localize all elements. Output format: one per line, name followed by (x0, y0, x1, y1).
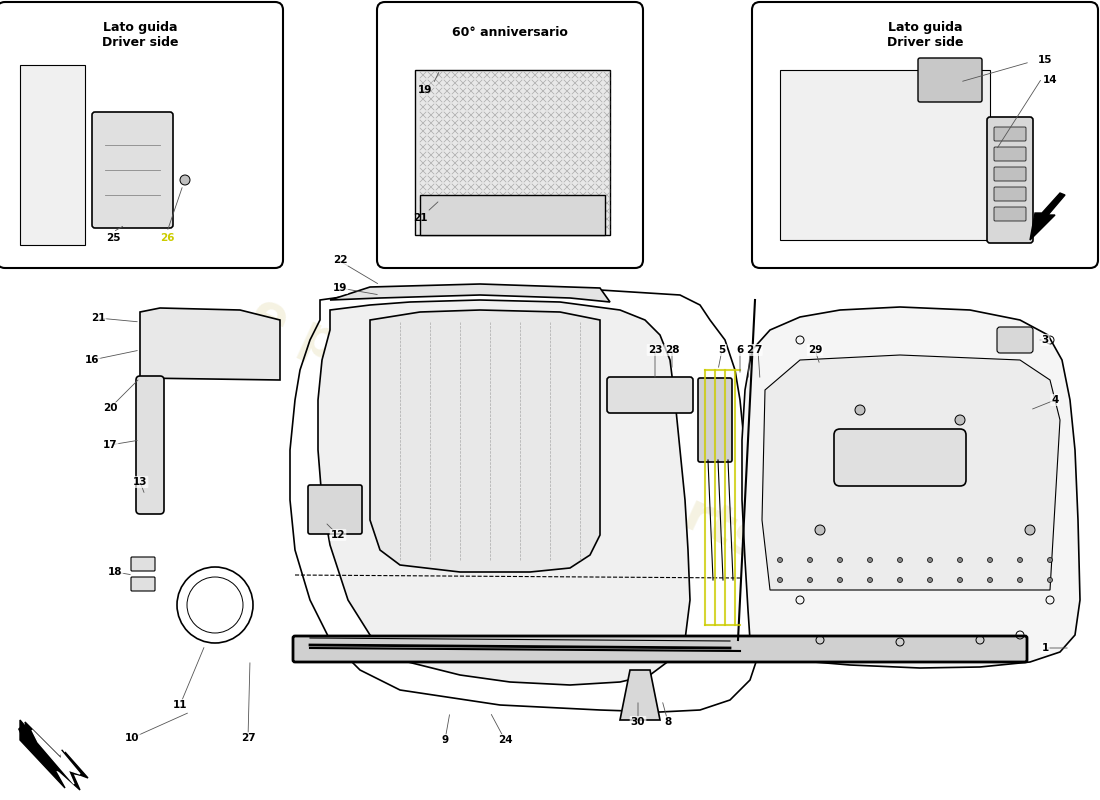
Text: 10: 10 (124, 733, 140, 743)
Circle shape (957, 558, 962, 562)
FancyBboxPatch shape (377, 2, 644, 268)
Text: 29: 29 (807, 345, 822, 355)
Text: 5: 5 (718, 345, 726, 355)
FancyBboxPatch shape (997, 327, 1033, 353)
Circle shape (855, 405, 865, 415)
Text: 21: 21 (412, 213, 427, 223)
Text: 19: 19 (418, 85, 432, 95)
Polygon shape (32, 730, 80, 784)
FancyBboxPatch shape (698, 378, 732, 462)
FancyBboxPatch shape (918, 58, 982, 102)
Text: 21: 21 (90, 313, 106, 323)
Text: la passion
for parts: la passion for parts (415, 472, 626, 628)
Circle shape (837, 558, 843, 562)
Circle shape (807, 558, 813, 562)
Circle shape (1047, 558, 1053, 562)
Circle shape (815, 525, 825, 535)
Text: 18: 18 (108, 567, 122, 577)
Text: 30: 30 (630, 717, 646, 727)
Text: Lato guida: Lato guida (888, 22, 962, 34)
FancyBboxPatch shape (834, 429, 966, 486)
Text: 1: 1 (1042, 643, 1048, 653)
Text: 11: 11 (173, 700, 187, 710)
FancyBboxPatch shape (131, 577, 155, 591)
FancyBboxPatch shape (308, 485, 362, 534)
Circle shape (180, 175, 190, 185)
Circle shape (957, 578, 962, 582)
Circle shape (1018, 558, 1023, 562)
Text: 7: 7 (755, 345, 761, 355)
FancyBboxPatch shape (752, 2, 1098, 268)
Text: 15: 15 (1037, 55, 1053, 65)
Polygon shape (20, 720, 80, 788)
Text: 17: 17 (102, 440, 118, 450)
Text: 25: 25 (106, 233, 120, 243)
Text: 16: 16 (85, 355, 99, 365)
Text: 13: 13 (133, 477, 147, 487)
FancyBboxPatch shape (293, 636, 1027, 662)
FancyBboxPatch shape (994, 167, 1026, 181)
Text: 60° anniversario: 60° anniversario (452, 26, 568, 38)
FancyBboxPatch shape (136, 376, 164, 514)
Text: 24: 24 (497, 735, 513, 745)
Polygon shape (330, 284, 610, 302)
Text: 28: 28 (664, 345, 680, 355)
Text: passion
e passion for parts: passion e passion for parts (243, 231, 798, 569)
Polygon shape (780, 70, 990, 240)
Circle shape (988, 578, 992, 582)
Circle shape (868, 558, 872, 562)
Circle shape (1047, 578, 1053, 582)
Text: Lato guida: Lato guida (102, 22, 177, 34)
FancyBboxPatch shape (994, 187, 1026, 201)
Text: 14: 14 (1043, 75, 1057, 85)
Polygon shape (762, 355, 1060, 590)
Circle shape (927, 558, 933, 562)
Circle shape (778, 578, 782, 582)
Circle shape (807, 578, 813, 582)
FancyBboxPatch shape (607, 377, 693, 413)
Circle shape (837, 578, 843, 582)
Text: 27: 27 (241, 733, 255, 743)
Text: 4: 4 (1052, 395, 1058, 405)
Text: 3: 3 (1042, 335, 1048, 345)
Circle shape (955, 415, 965, 425)
Polygon shape (620, 670, 660, 720)
Text: 12: 12 (331, 530, 345, 540)
Circle shape (1025, 525, 1035, 535)
FancyBboxPatch shape (994, 207, 1026, 221)
Text: 26: 26 (160, 233, 174, 243)
FancyBboxPatch shape (994, 147, 1026, 161)
FancyBboxPatch shape (92, 112, 173, 228)
Circle shape (778, 558, 782, 562)
Text: 19: 19 (333, 283, 348, 293)
Polygon shape (420, 195, 605, 235)
Circle shape (868, 578, 872, 582)
Polygon shape (20, 65, 85, 245)
FancyBboxPatch shape (994, 127, 1026, 141)
Polygon shape (415, 70, 610, 235)
Text: Driver side: Driver side (887, 35, 964, 49)
Text: 9: 9 (441, 735, 449, 745)
Text: 22: 22 (332, 255, 348, 265)
FancyBboxPatch shape (131, 557, 155, 571)
Polygon shape (318, 300, 690, 685)
FancyBboxPatch shape (0, 2, 283, 268)
Text: 2: 2 (747, 345, 754, 355)
Circle shape (988, 558, 992, 562)
Polygon shape (1030, 193, 1065, 240)
Text: 6: 6 (736, 345, 744, 355)
Polygon shape (25, 722, 88, 790)
FancyBboxPatch shape (987, 117, 1033, 243)
Polygon shape (140, 308, 280, 380)
Polygon shape (742, 307, 1080, 668)
Circle shape (1018, 578, 1023, 582)
Text: 8: 8 (664, 717, 672, 727)
Polygon shape (370, 310, 600, 572)
Text: 20: 20 (102, 403, 118, 413)
Text: Driver side: Driver side (101, 35, 178, 49)
Text: 23: 23 (648, 345, 662, 355)
Circle shape (927, 578, 933, 582)
Circle shape (898, 558, 902, 562)
Circle shape (898, 578, 902, 582)
